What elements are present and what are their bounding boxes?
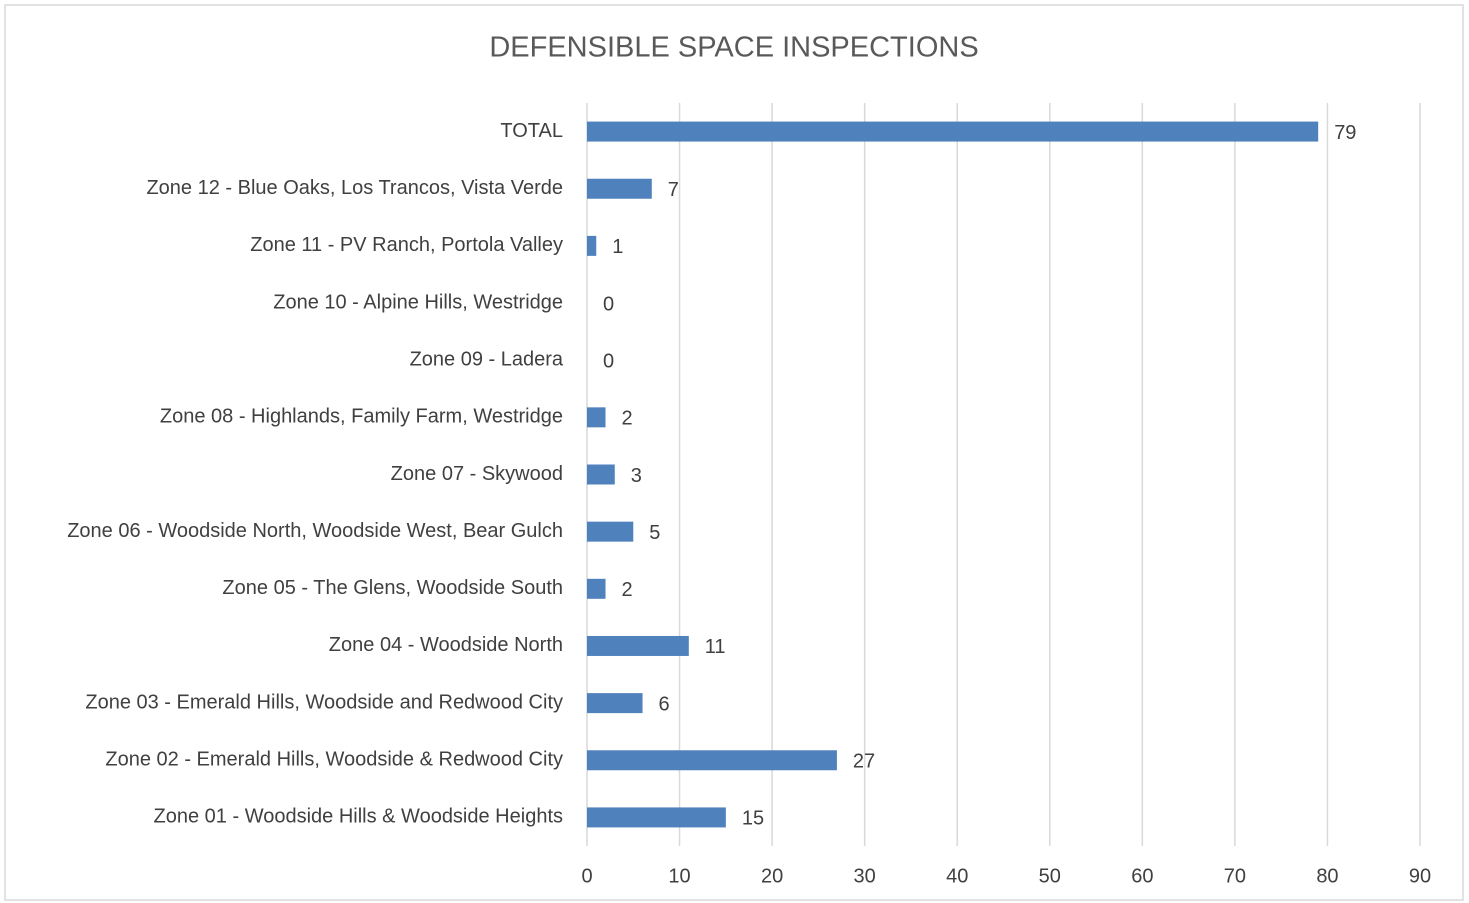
y-tick-label: Zone 03 - Emerald Hills, Woodside and Re… bbox=[85, 691, 563, 713]
bar bbox=[587, 807, 726, 828]
bar bbox=[587, 407, 606, 428]
bar bbox=[587, 235, 597, 256]
value-label: 3 bbox=[631, 465, 642, 487]
value-label: 6 bbox=[659, 693, 670, 715]
bar bbox=[587, 635, 689, 656]
value-label: 27 bbox=[853, 751, 875, 773]
value-label: 1 bbox=[612, 236, 623, 258]
y-tick-label: Zone 02 - Emerald Hills, Woodside & Redw… bbox=[105, 749, 563, 771]
y-tick-label: Zone 01 - Woodside Hills & Woodside Heig… bbox=[154, 806, 563, 828]
value-label: 15 bbox=[742, 808, 764, 830]
value-label: 79 bbox=[1334, 122, 1356, 144]
value-label: 0 bbox=[603, 350, 614, 372]
x-tick-label: 70 bbox=[1224, 865, 1246, 887]
x-tick-label: 20 bbox=[761, 865, 783, 887]
x-tick-label: 10 bbox=[668, 865, 690, 887]
y-tick-label: Zone 09 - Ladera bbox=[410, 348, 564, 370]
value-label: 5 bbox=[649, 522, 660, 544]
y-tick-label: Zone 04 - Woodside North bbox=[329, 634, 563, 656]
y-tick-label: Zone 10 - Alpine Hills, Westridge bbox=[273, 291, 563, 313]
y-tick-label: Zone 06 - Woodside North, Woodside West,… bbox=[67, 520, 563, 542]
x-tick-label: 60 bbox=[1131, 865, 1153, 887]
y-tick-label: TOTAL bbox=[500, 120, 563, 142]
x-tick-label: 0 bbox=[581, 865, 592, 887]
bar bbox=[587, 750, 837, 771]
bar bbox=[587, 521, 634, 542]
value-label: 2 bbox=[622, 579, 633, 601]
y-tick-label: Zone 08 - Highlands, Family Farm, Westri… bbox=[160, 406, 563, 428]
x-tick-label: 30 bbox=[854, 865, 876, 887]
bar bbox=[587, 693, 643, 714]
x-tick-label: 90 bbox=[1409, 865, 1431, 887]
value-label: 0 bbox=[603, 293, 614, 315]
x-tick-label: 40 bbox=[946, 865, 968, 887]
y-tick-label: Zone 11 - PV Ranch, Portola Valley bbox=[250, 234, 563, 256]
bar bbox=[587, 178, 652, 199]
y-tick-label: Zone 12 - Blue Oaks, Los Trancos, Vista … bbox=[146, 177, 563, 199]
x-tick-label: 80 bbox=[1316, 865, 1338, 887]
value-label: 2 bbox=[622, 408, 633, 430]
x-tick-label: 50 bbox=[1039, 865, 1061, 887]
value-label: 7 bbox=[668, 179, 679, 201]
value-label: 11 bbox=[705, 636, 726, 658]
chart-title: DEFENSIBLE SPACE INSPECTIONS bbox=[489, 32, 978, 64]
y-tick-label: Zone 05 - The Glens, Woodside South bbox=[222, 577, 563, 599]
bar bbox=[587, 121, 1319, 142]
bar bbox=[587, 578, 606, 599]
bar bbox=[587, 464, 615, 485]
y-tick-label: Zone 07 - Skywood bbox=[391, 463, 563, 485]
